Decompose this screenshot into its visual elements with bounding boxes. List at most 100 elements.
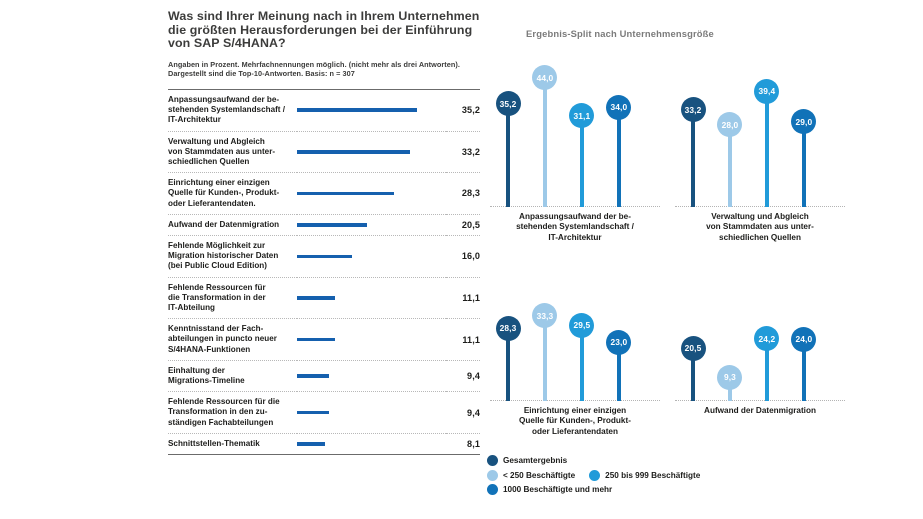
lollipop-value-bubble: 23,0	[606, 329, 632, 355]
lollipop-value-bubble: 33,3	[532, 303, 558, 329]
bar-track	[296, 131, 446, 174]
bar	[296, 108, 418, 113]
lollipop-group-caption: Verwaltung und Abgleich von Stammdaten au…	[706, 212, 814, 242]
lollipop-stem	[801, 121, 806, 207]
table-row: Fehlende Möglichkeit zur Migration histor…	[168, 235, 480, 278]
legend-dot-icon	[589, 469, 601, 481]
bar	[296, 442, 325, 446]
bar-value-label: 33,2	[445, 131, 480, 174]
legend-label: < 250 Beschäftigte	[503, 470, 576, 480]
legend-label: 1000 Beschäftigte und mehr	[503, 485, 613, 494]
lollipop-plot: 33,2 28,0 39,4 29,0	[675, 72, 845, 207]
lollipop-stem	[580, 115, 584, 207]
bar-value-label: 28,3	[445, 172, 480, 215]
lollipop-group: 20,5 9,3 24,2 24,0	[675, 283, 845, 401]
baseline-rule	[490, 206, 660, 207]
legend-item-small[interactable]: < 250 Beschäftigte	[487, 469, 576, 481]
legend-row-1: Gesamtergebnis	[487, 455, 714, 466]
lollipop-plot: 28,3 33,3 29,5 23,0	[490, 283, 660, 401]
bar-value-label: 9,4	[445, 391, 480, 434]
legend-row-3: 1000 Beschäftigte und mehr	[487, 484, 714, 495]
lollipop-group-caption: Einrichtung einer einzigen Quelle für Kun…	[519, 406, 631, 436]
legend-dot-icon	[487, 469, 498, 481]
bar-value-label: 35,2	[445, 89, 480, 132]
lollipop-value-bubble: 31,1	[569, 103, 595, 129]
bar-row-label: Schnittstellen-Thematik	[168, 438, 260, 448]
table-row: Kenntnisstand der Fach-abteilungen in pu…	[168, 318, 480, 361]
lollipop-group: 33,2 28,0 39,4 29,0	[675, 72, 845, 207]
table-row: Anpassungsaufwand der be-stehenden Syste…	[168, 89, 480, 132]
table-row: Einrichtung einer einzigen Quelle für Kun…	[168, 172, 480, 215]
bar-chart-table: Anpassungsaufwand der be-stehenden Syste…	[168, 88, 480, 456]
bar	[296, 150, 411, 154]
bar-value-label: 16,0	[445, 235, 480, 278]
bar-row-label: Fehlende Ressourcen für die Transformatio…	[168, 391, 297, 434]
legend-label: 250 bis 999 Beschäftigte	[605, 470, 701, 480]
lollipop-value-bubble: 44,0	[532, 65, 558, 91]
lollipop-stem	[543, 315, 547, 401]
bar-value-label: 11,1	[445, 318, 480, 361]
bar-row-label: Verwaltung und Abgleich von Stammdaten au…	[168, 131, 297, 174]
lollipop-value-bubble: 28,3	[495, 315, 521, 341]
bar-track	[296, 214, 446, 237]
lollipop-value-bubble: 35,2	[495, 91, 521, 117]
lollipop-stem	[616, 342, 621, 401]
legend-row-2: < 250 Beschäftigte 250 bis 999 Beschäfti…	[487, 469, 714, 481]
right-panel: Ergebnis-Split nach Unternehmensgröße 35…	[480, 0, 923, 519]
bar-row-label: Fehlende Ressourcen für die Transformatio…	[168, 277, 297, 320]
bar-chart-body: Anpassungsaufwand der be-stehenden Syste…	[168, 89, 480, 454]
lollipop-stem	[801, 339, 806, 401]
bar	[296, 254, 352, 259]
bar-value-label: 11,1	[445, 277, 480, 320]
bar-row-label: Aufwand der Datenmigration	[168, 214, 297, 237]
legend: Gesamtergebnis < 250 Beschäftigte 250 bi…	[487, 455, 714, 499]
bar-track	[296, 433, 446, 454]
bar	[296, 374, 329, 378]
bar	[296, 223, 367, 227]
bar-row-label: Anpassungsaufwand der be-stehenden Syste…	[168, 89, 297, 132]
lollipop-stem	[691, 109, 695, 207]
lollipop-value-bubble: 33,2	[680, 97, 706, 123]
bar-track	[296, 318, 446, 361]
legend-item-medium[interactable]: 250 bis 999 Beschäftigte	[589, 469, 701, 481]
lollipop-value-bubble: 29,0	[791, 109, 817, 135]
bar-track	[296, 172, 446, 215]
baseline-rule	[675, 206, 845, 207]
lollipop-group-caption: Anpassungsaufwand der be-stehenden Syste…	[516, 212, 634, 242]
split-chart-heading: Ergebnis-Split nach Unternehmensgröße	[526, 28, 714, 39]
lollipop-stem	[765, 338, 769, 401]
bar-track	[296, 277, 446, 320]
lollipop-value-bubble: 24,0	[791, 326, 817, 352]
lollipop-group: 28,3 33,3 29,5 23,0	[490, 283, 660, 401]
lollipop-stem	[506, 103, 510, 207]
bar-row-label: Fehlende Möglichkeit zur Migration histor…	[168, 235, 297, 278]
lollipop-value-bubble: 20,5	[680, 335, 706, 361]
lollipop-value-bubble: 9,3	[717, 364, 743, 390]
table-row: Fehlende Ressourcen für die Transformatio…	[168, 391, 480, 434]
lollipop-stem	[543, 77, 547, 207]
bar-track	[296, 391, 446, 434]
bar-row-label: Einhaltung der Migrations-Timeline	[168, 360, 297, 393]
table-row: Schnittstellen-Thematik 8,1	[168, 433, 480, 454]
bar-row-label: Einrichtung einer einzigen Quelle für Kun…	[168, 172, 297, 215]
bar-track	[296, 360, 446, 393]
lollipop-value-bubble: 29,5	[569, 312, 595, 338]
page-subtitle: Angaben in Prozent. Mehrfachnennungen mö…	[168, 59, 460, 79]
legend-item-gesamtergebnis[interactable]: Gesamtergebnis	[487, 455, 567, 466]
table-row: Einhaltung der Migrations-Timeline 9,4	[168, 360, 480, 393]
bar	[296, 337, 335, 342]
bar-track	[296, 89, 446, 132]
lollipop-stem	[580, 325, 584, 401]
legend-item-large[interactable]: 1000 Beschäftigte und mehr	[487, 484, 612, 495]
baseline-rule	[490, 400, 660, 401]
bar-value-label: 20,5	[445, 214, 480, 237]
lollipop-plot: 35,2 44,0 31,1 34,0	[490, 65, 660, 207]
lollipop-stem	[506, 328, 510, 401]
lollipop-stem	[765, 91, 769, 207]
lollipop-group: 35,2 44,0 31,1 34,0	[490, 65, 660, 207]
table-row: Aufwand der Datenmigration 20,5	[168, 214, 480, 237]
bar	[296, 296, 335, 300]
left-panel: Was sind Ihrer Meinung nach in Ihrem Unt…	[168, 9, 480, 456]
baseline-rule	[675, 400, 845, 401]
